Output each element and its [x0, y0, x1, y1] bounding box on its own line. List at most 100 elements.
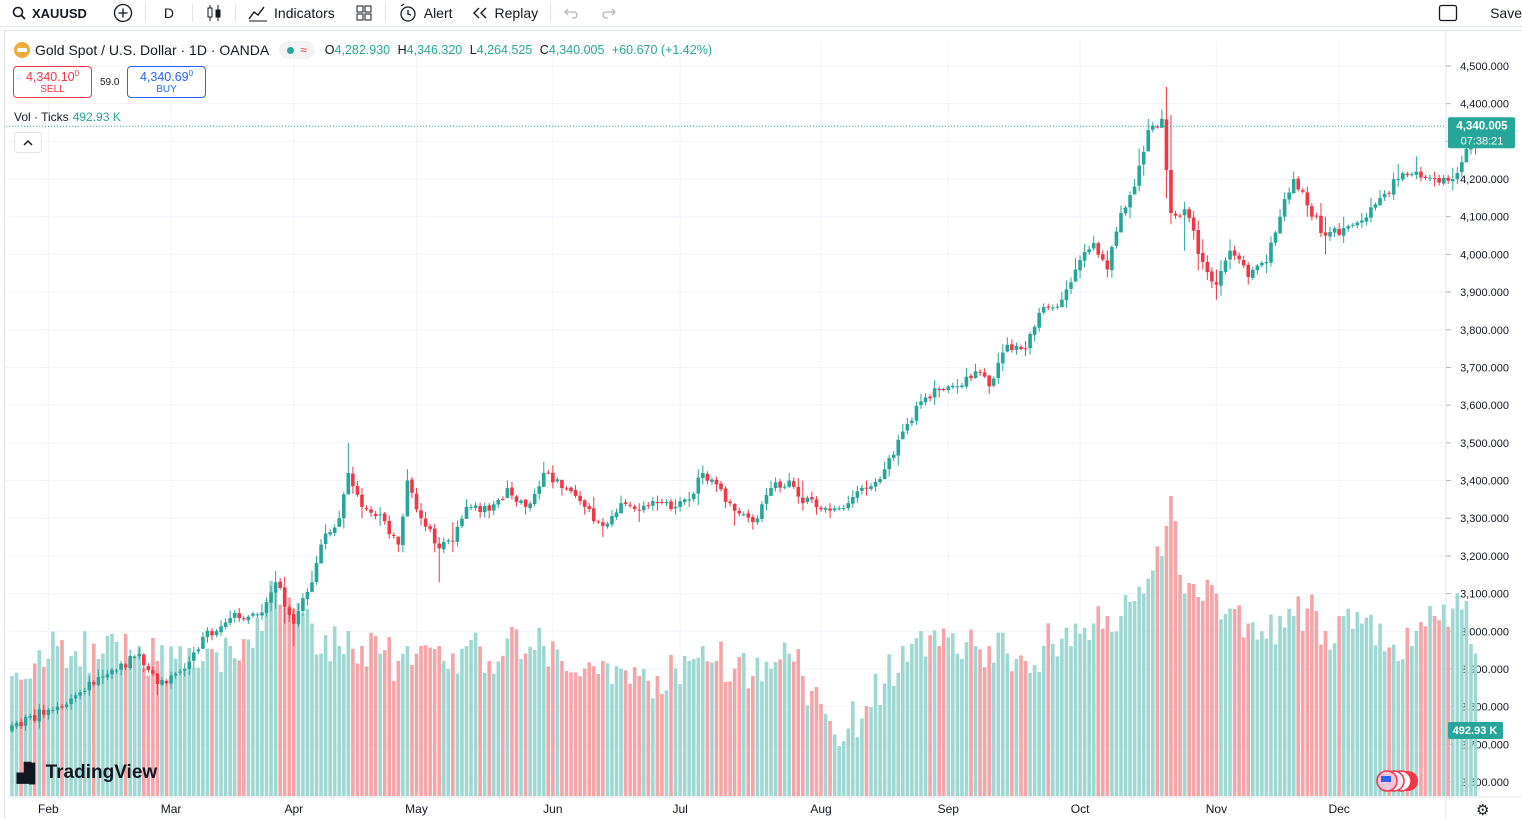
volume-bar: [764, 661, 769, 796]
volume-bar: [537, 627, 542, 796]
candle-body: [991, 378, 996, 386]
legend-status-pill[interactable]: ≈: [279, 41, 315, 59]
candle-body: [10, 725, 14, 732]
candle-body: [678, 501, 682, 507]
volume-bar: [1419, 621, 1423, 796]
volume-bar: [1346, 608, 1351, 796]
volume-bar: [596, 674, 601, 796]
volume-bar: [746, 688, 751, 796]
candle-body: [846, 503, 851, 509]
buy-button[interactable]: 4,340.690 BUY: [127, 66, 206, 98]
volume-bar: [1423, 626, 1428, 796]
y-tick-label: 3,700.000: [1460, 362, 1509, 374]
volume-bar: [373, 635, 378, 796]
candle-body: [382, 513, 387, 522]
symbol-search[interactable]: XAUUSD: [0, 0, 93, 26]
interval-button[interactable]: D: [152, 0, 186, 26]
redo-button[interactable]: [595, 0, 623, 26]
candle-body: [832, 508, 837, 511]
candle-body: [337, 518, 342, 527]
volume-bar: [651, 698, 655, 796]
volume-bar: [855, 737, 860, 796]
candle-body: [996, 362, 1001, 379]
volume-bar: [210, 648, 214, 796]
candle-body: [214, 631, 219, 635]
volume-bar: [437, 646, 442, 796]
volume-bar: [964, 642, 969, 796]
candle-body: [237, 613, 242, 619]
volume-bar: [1010, 671, 1014, 796]
candle-body: [323, 533, 328, 545]
candle-body: [828, 508, 832, 511]
price-chart[interactable]: 4,500.0004,400.0004,300.0004,200.0004,10…: [5, 31, 1522, 819]
candle-body: [482, 506, 487, 513]
volume-bar: [491, 673, 496, 796]
candle-body: [1296, 178, 1301, 190]
chart-type-button[interactable]: [199, 0, 229, 26]
indicators-button[interactable]: Indicators: [242, 0, 341, 26]
ohlc-values: O4,282.930 H4,346.320 L4,264.525 C4,340.…: [325, 43, 712, 57]
candle-body: [487, 505, 492, 511]
volume-bar: [405, 646, 410, 796]
candle-body: [964, 376, 969, 387]
candle-body: [496, 499, 501, 505]
candle-body: [1410, 174, 1414, 176]
volume-bar: [719, 641, 723, 796]
volume-bar: [1182, 593, 1187, 796]
candle-body: [519, 500, 523, 503]
y-tick-label: 4,200.000: [1460, 174, 1509, 186]
candle-body: [764, 495, 769, 504]
candle-body: [341, 494, 346, 519]
volume-bar: [264, 605, 269, 796]
volume-bar: [1032, 665, 1037, 796]
compare-button[interactable]: [107, 0, 139, 26]
volume-bar: [896, 672, 901, 796]
candle-body: [1273, 232, 1278, 243]
volume-bar: [1137, 586, 1141, 796]
volume-bar: [1360, 623, 1364, 796]
candle-body: [105, 674, 110, 678]
volume-bar: [1373, 645, 1378, 796]
undo-button[interactable]: [557, 0, 585, 26]
settings-gear-icon[interactable]: ⚙: [1476, 802, 1490, 819]
volume-bar: [1132, 601, 1137, 796]
save-button[interactable]: Save: [1484, 0, 1522, 26]
candle-body: [478, 506, 482, 513]
candle-body: [769, 488, 773, 496]
volume-bar: [937, 646, 941, 796]
volume-bar: [92, 643, 96, 796]
candle-body: [451, 540, 455, 542]
volume-bar: [232, 658, 237, 796]
sell-button[interactable]: 4,340.100 SELL: [13, 66, 92, 98]
candle-body: [696, 477, 701, 494]
candle-body: [1014, 345, 1019, 351]
layouts-button[interactable]: [349, 0, 379, 26]
candle-body: [587, 506, 592, 509]
chart-pane[interactable]: 4,500.0004,400.0004,300.0004,200.0004,10…: [4, 30, 1522, 819]
candle-body: [751, 517, 755, 522]
y-tick-label: 3,900.000: [1460, 287, 1509, 299]
candle-body: [914, 405, 919, 421]
candle-body: [1464, 148, 1469, 163]
alert-button[interactable]: Alert: [392, 0, 459, 26]
candle-body: [882, 469, 887, 480]
candle-body: [173, 673, 178, 676]
candle-body: [310, 582, 314, 592]
volume-bar: [160, 645, 164, 796]
candle-body: [78, 692, 82, 696]
collapse-legend-button[interactable]: [14, 132, 42, 153]
volume-bar: [787, 653, 791, 796]
us-flag-events-icon[interactable]: [1376, 770, 1418, 792]
candle-body: [187, 661, 192, 669]
volume-bar: [10, 676, 14, 796]
tradingview-logo[interactable]: ▟▌ TradingView: [17, 762, 157, 784]
candle-body: [932, 388, 937, 398]
candle-body: [591, 508, 596, 522]
candle-body: [564, 488, 569, 490]
replay-button[interactable]: Replay: [465, 0, 545, 26]
volume-bar: [782, 642, 787, 796]
candle-body: [1200, 253, 1205, 262]
divider: [235, 4, 237, 22]
fullscreen-button[interactable]: [1432, 0, 1464, 26]
candle-body: [928, 396, 932, 399]
